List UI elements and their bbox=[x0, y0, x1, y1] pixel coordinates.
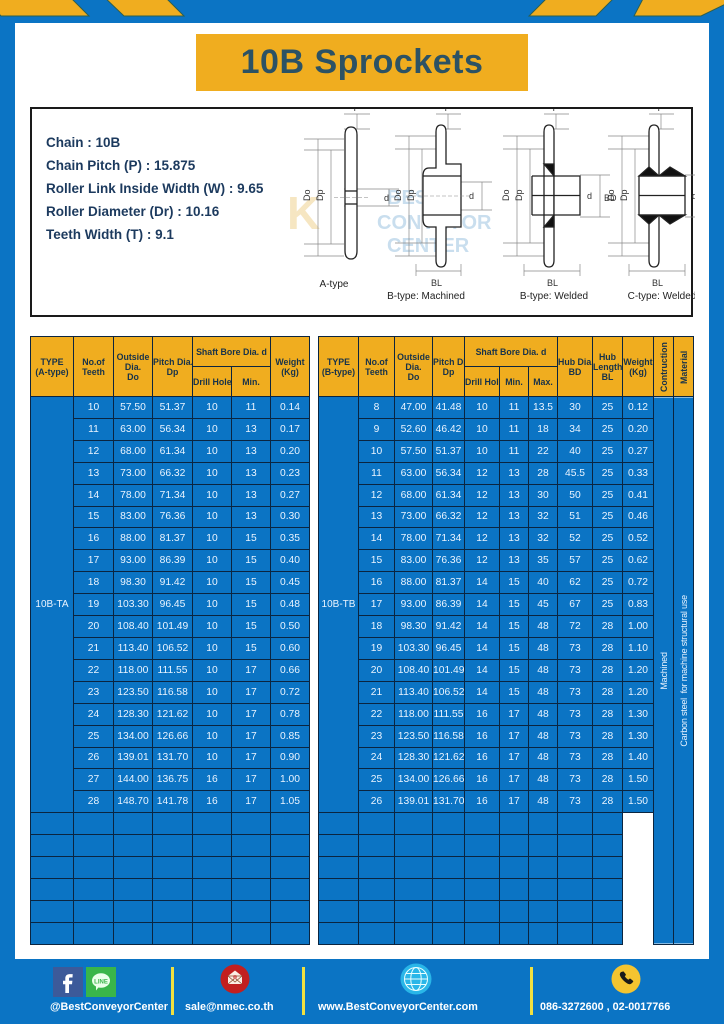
svg-text:Dp: Dp bbox=[619, 189, 629, 201]
svg-text:T: T bbox=[656, 109, 662, 113]
svg-text:Do: Do bbox=[393, 189, 403, 201]
svg-text:Dp: Dp bbox=[406, 189, 416, 201]
svg-text:LINE: LINE bbox=[94, 980, 108, 986]
svg-text:BL: BL bbox=[652, 278, 663, 288]
svg-text:d: d bbox=[587, 191, 592, 201]
svg-text:Do: Do bbox=[302, 189, 312, 201]
svg-text:BL: BL bbox=[431, 278, 442, 288]
svg-text:BL: BL bbox=[547, 278, 558, 288]
svg-text:d: d bbox=[692, 191, 695, 201]
svg-text:T: T bbox=[352, 109, 358, 113]
svg-text:B-type: Welded: B-type: Welded bbox=[520, 291, 588, 302]
svg-text:Do: Do bbox=[501, 189, 511, 201]
svg-text:Do: Do bbox=[606, 189, 616, 201]
svg-text:A-type: A-type bbox=[320, 279, 349, 290]
svg-text:T: T bbox=[551, 109, 557, 113]
svg-text:d: d bbox=[469, 191, 474, 201]
svg-text:C-type: Welded: C-type: Welded bbox=[628, 291, 695, 302]
svg-text:B-type: Machined: B-type: Machined bbox=[387, 291, 465, 302]
svg-text:d: d bbox=[384, 193, 389, 203]
svg-text:Dp: Dp bbox=[315, 189, 325, 201]
svg-text:T: T bbox=[443, 109, 449, 113]
svg-text:Dp: Dp bbox=[514, 189, 524, 201]
